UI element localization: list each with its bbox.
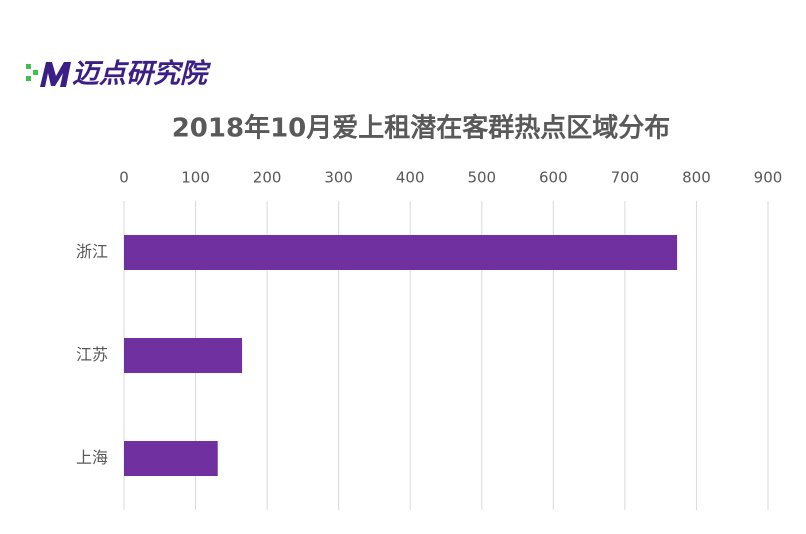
chart-title: 2018年10月爱上租潜在客群热点区域分布 xyxy=(172,113,671,144)
logo: 迈点研究院 xyxy=(26,59,212,90)
y-tick-label: 江苏 xyxy=(76,345,108,364)
x-tick-label: 300 xyxy=(324,169,353,187)
bar xyxy=(124,441,218,476)
logo-pixel xyxy=(26,64,31,69)
logo-pixel xyxy=(33,70,38,75)
y-tick-label: 上海 xyxy=(76,448,108,467)
bar xyxy=(124,338,243,373)
x-tick-label: 600 xyxy=(539,169,568,187)
y-tick-label: 浙江 xyxy=(76,242,108,261)
x-tick-label: 0 xyxy=(119,169,129,187)
logo-pixel xyxy=(26,76,31,81)
x-tick-label: 800 xyxy=(682,169,711,187)
logo-mark xyxy=(40,62,71,87)
bar xyxy=(124,235,678,270)
x-tick-label: 100 xyxy=(181,169,210,187)
x-tick-label: 700 xyxy=(611,169,640,187)
x-tick-label: 900 xyxy=(754,169,783,187)
x-tick-label: 200 xyxy=(253,169,282,187)
x-tick-label: 400 xyxy=(396,169,425,187)
logo-text: 迈点研究院 xyxy=(72,59,212,90)
x-tick-label: 500 xyxy=(467,169,496,187)
